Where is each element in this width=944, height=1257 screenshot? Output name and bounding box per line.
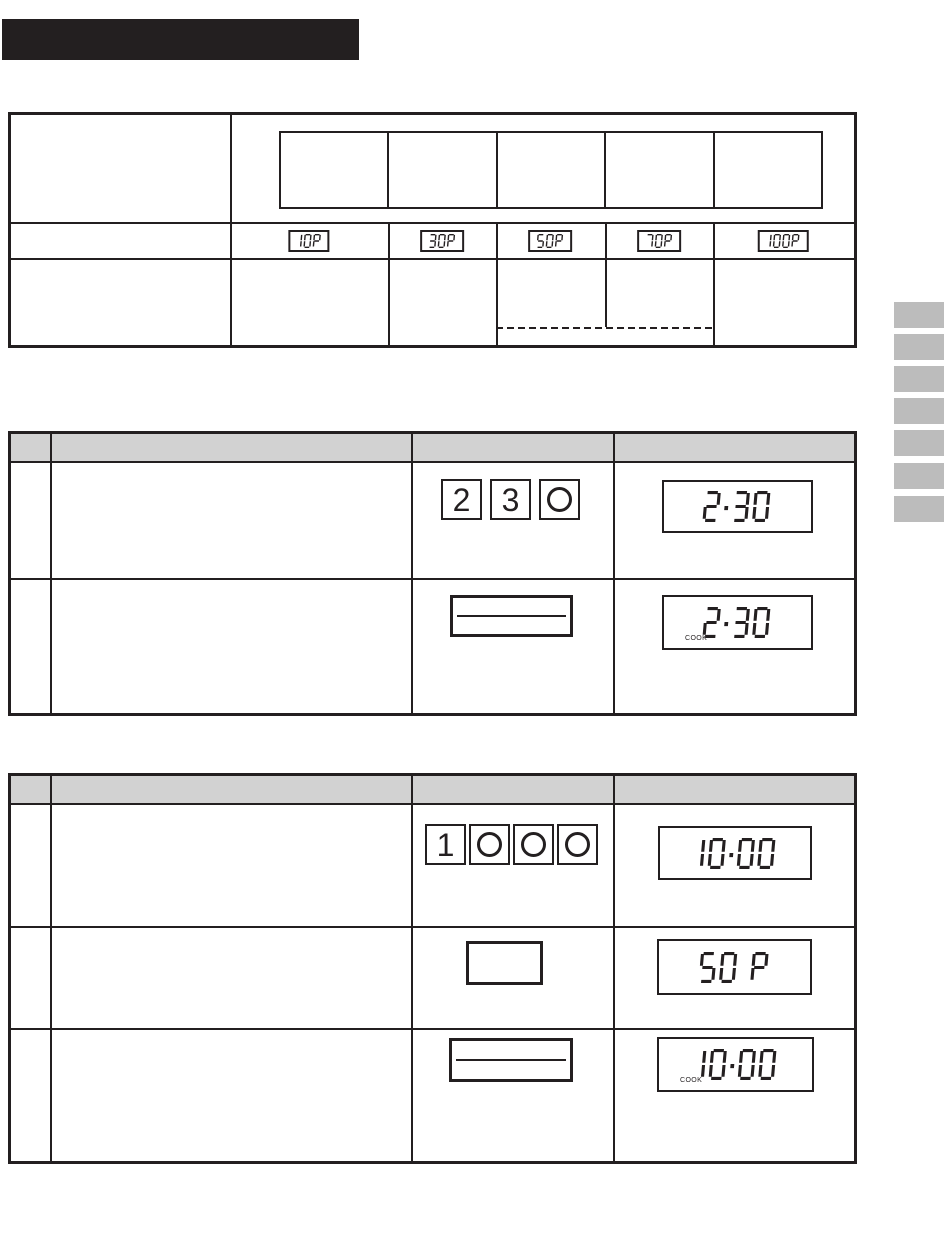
column-divider <box>50 776 52 1161</box>
seven-segment-digits <box>647 234 673 248</box>
seven-segment-digits <box>700 837 776 869</box>
seven-segment-digits <box>703 491 771 522</box>
section-tab <box>894 430 944 456</box>
table-header-row <box>11 776 854 803</box>
section-tab <box>894 463 944 489</box>
start-button-bar <box>456 1059 566 1061</box>
power-level-display-10p <box>288 230 330 252</box>
seven-segment-digits <box>299 234 321 248</box>
power-header-cell <box>712 133 821 207</box>
seven-segment-text <box>645 234 673 248</box>
keypad-key-0-circle <box>557 824 598 865</box>
row-divider <box>11 258 854 260</box>
cook-indicator: COOK <box>680 1077 703 1084</box>
column-divider <box>613 434 615 713</box>
seven-segment-text <box>693 1049 778 1080</box>
seven-segment-digits <box>700 951 769 983</box>
section-tab <box>894 334 944 360</box>
seven-segment-text <box>296 234 321 248</box>
column-divider <box>496 222 498 345</box>
column-divider <box>411 776 413 1161</box>
oven-display <box>657 939 812 995</box>
seven-segment-digits <box>769 234 800 248</box>
seven-segment-text <box>702 491 772 522</box>
zero-circle-glyph <box>565 832 590 857</box>
start-button-bar <box>457 615 566 617</box>
zero-circle-glyph <box>547 487 572 512</box>
start-button <box>450 595 573 637</box>
seven-segment-text <box>702 607 772 638</box>
oven-display: COOK <box>657 1037 814 1092</box>
seven-segment-digits <box>536 234 564 248</box>
steps-table-b: 1 COOK <box>8 773 857 1164</box>
row-divider <box>11 926 854 928</box>
power-header-cell <box>281 133 387 207</box>
power-header-cell <box>387 133 495 207</box>
zero-circle-glyph <box>477 832 502 857</box>
row-divider <box>11 578 854 580</box>
seven-segment-text <box>692 837 777 869</box>
row-divider <box>11 1028 854 1030</box>
page-edge-tabs <box>894 0 944 1257</box>
power-level-table <box>8 112 857 348</box>
power-level-display-70p <box>637 230 681 252</box>
header-divider <box>11 803 854 805</box>
zero-circle-glyph <box>521 832 546 857</box>
column-divider <box>50 434 52 713</box>
seven-segment-digits <box>429 234 456 248</box>
column-divider <box>411 434 413 713</box>
section-tab <box>894 496 944 522</box>
seven-segment-text <box>766 234 801 248</box>
start-button <box>449 1038 573 1082</box>
keypad-key-0-circle <box>513 824 554 865</box>
power-level-button <box>466 941 543 985</box>
column-divider <box>230 115 232 345</box>
row-divider <box>11 222 854 224</box>
power-header-cell <box>495 133 604 207</box>
section-tab <box>894 366 944 392</box>
seven-segment-text <box>536 234 564 248</box>
keypad-key-0-circle <box>469 824 510 865</box>
power-level-display-30p <box>420 230 464 252</box>
column-divider <box>388 222 390 345</box>
seven-segment-digits <box>700 1049 777 1080</box>
column-divider <box>613 776 615 1161</box>
keypad-key-1: 1 <box>425 824 466 865</box>
column-divider-partial <box>605 222 607 327</box>
table-header-row <box>11 434 854 461</box>
header-divider <box>11 461 854 463</box>
section-tab <box>894 302 944 328</box>
dashed-divider <box>496 327 715 329</box>
power-header-box <box>279 131 823 209</box>
column-divider <box>713 222 715 345</box>
keypad-key-3: 3 <box>490 479 531 520</box>
oven-display: COOK <box>662 595 813 650</box>
keypad-key-2: 2 <box>441 479 482 520</box>
oven-display <box>658 826 812 880</box>
power-level-display-50p <box>528 230 572 252</box>
keypad-key-0-circle <box>539 479 580 520</box>
power-level-display-100p <box>757 230 809 252</box>
seven-segment-text <box>428 234 456 248</box>
oven-display <box>662 480 813 533</box>
power-header-cell <box>604 133 712 207</box>
seven-segment-text <box>698 951 770 983</box>
cook-indicator: COOK <box>685 635 708 642</box>
title-block <box>2 19 359 60</box>
seven-segment-digits <box>703 607 771 638</box>
section-tab <box>894 398 944 424</box>
